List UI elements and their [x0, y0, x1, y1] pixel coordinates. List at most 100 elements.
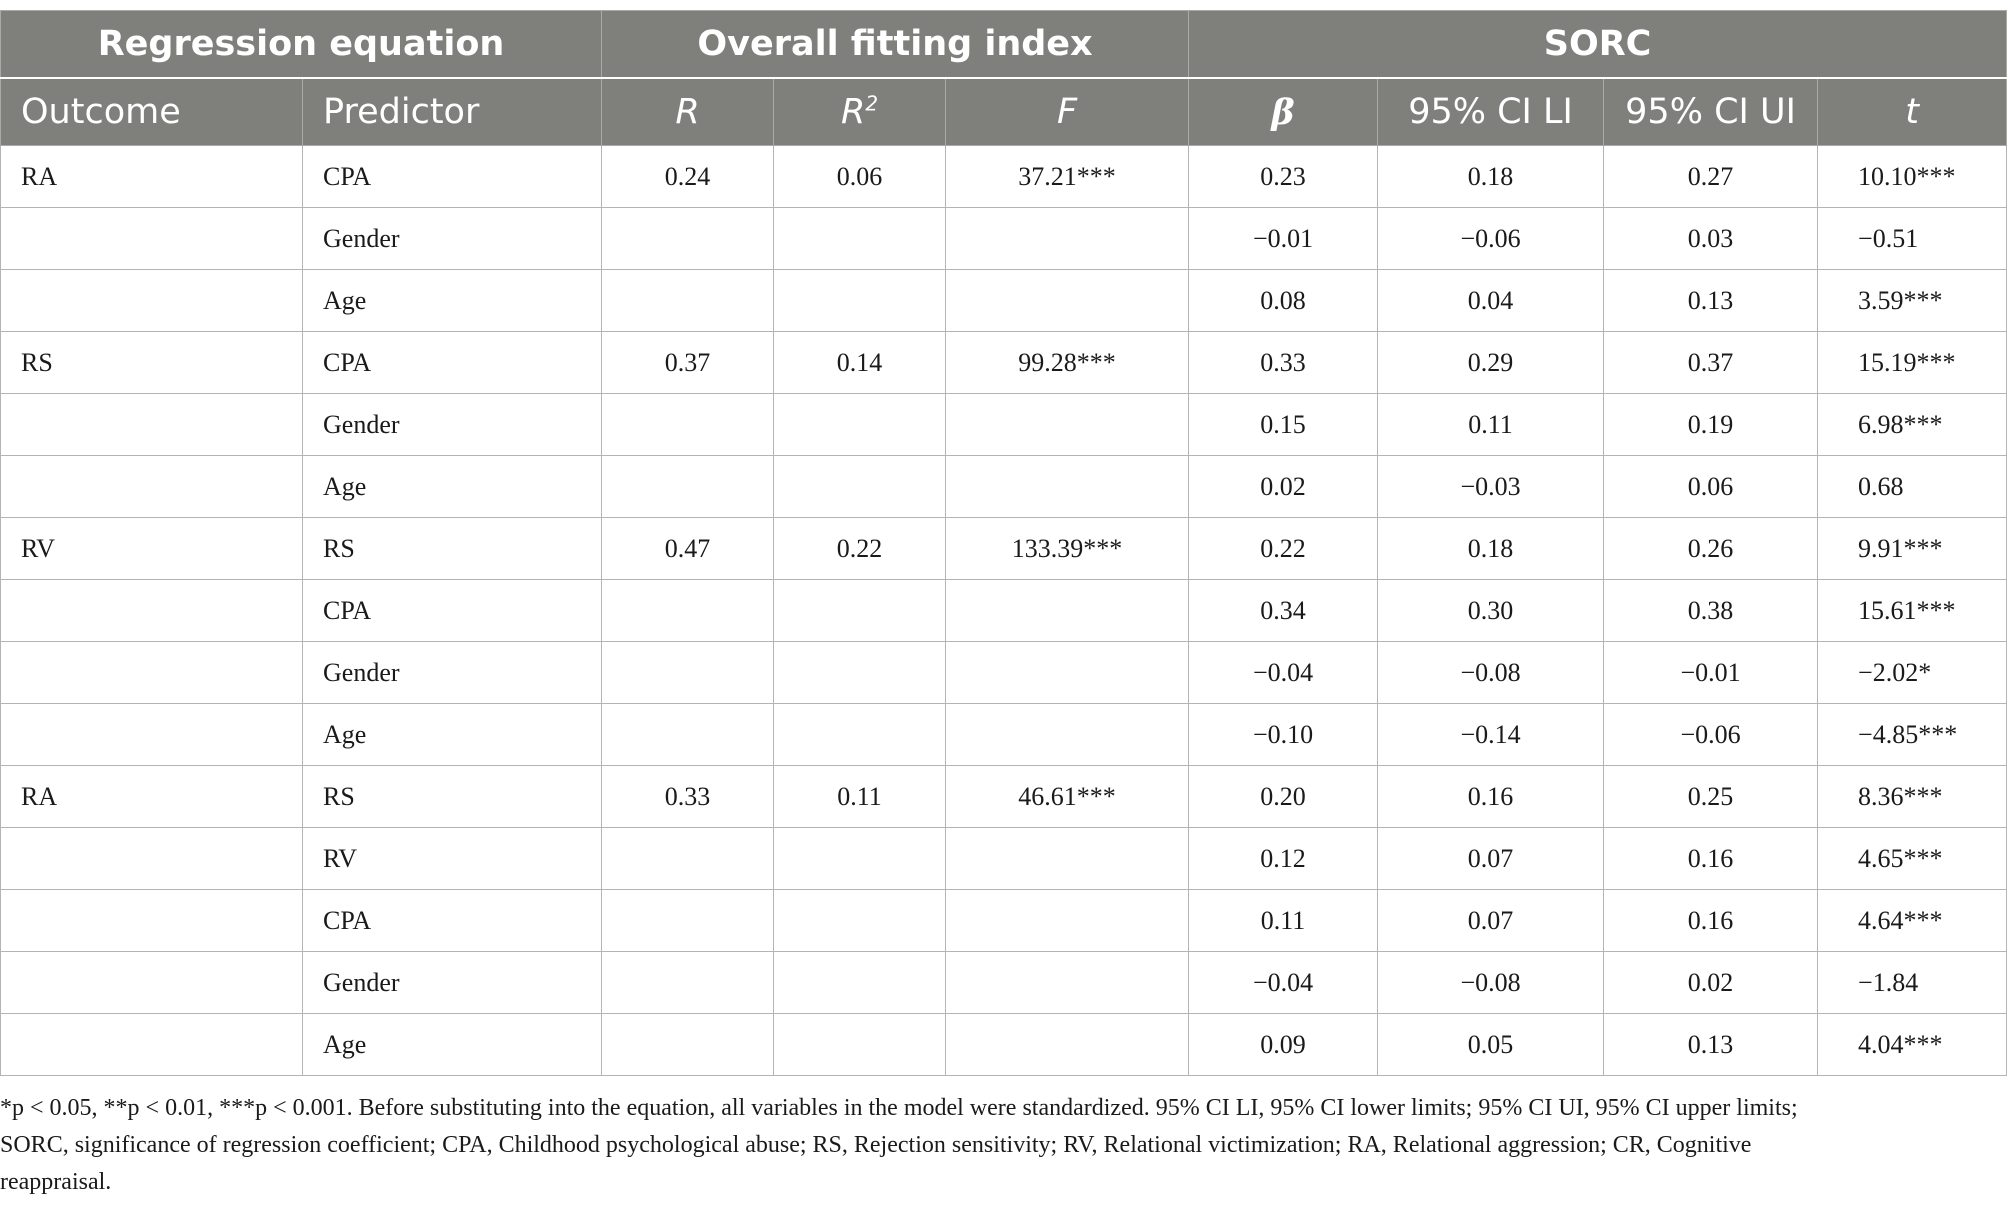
cell-ci-li: −0.08: [1377, 641, 1605, 704]
cell-f: [945, 641, 1190, 704]
cell-r2: 0.14: [773, 331, 947, 394]
cell-ci-ui: 0.37: [1603, 331, 1819, 394]
cell-ci-li: 0.07: [1377, 889, 1605, 952]
cell-outcome: RS: [0, 331, 303, 394]
cell-r2: [773, 827, 947, 890]
cell-ci-ui: 0.06: [1603, 455, 1819, 518]
cell-beta: 0.23: [1188, 145, 1379, 208]
cell-beta: 0.22: [1188, 517, 1379, 580]
cell-t: 3.59***: [1817, 269, 2008, 332]
cell-f: [945, 455, 1190, 518]
cell-r2: [773, 393, 947, 456]
cell-t: 8.36***: [1817, 765, 2008, 828]
cell-outcome: [0, 641, 303, 704]
cell-predictor: RV: [301, 827, 603, 890]
cell-beta: 0.02: [1188, 455, 1379, 518]
cell-predictor: Gender: [301, 207, 603, 270]
cell-predictor: CPA: [301, 889, 603, 952]
cell-f: [945, 207, 1190, 270]
cell-f: [945, 827, 1190, 890]
cell-ci-ui: −0.06: [1603, 703, 1819, 766]
footnote-line-3: reappraisal.: [0, 1169, 112, 1195]
cell-r: [601, 393, 775, 456]
cell-beta: −0.04: [1188, 951, 1379, 1014]
group-header-overall-fitting-index: Overall fitting index: [601, 10, 1190, 79]
cell-f: [945, 703, 1190, 766]
cell-outcome: RV: [0, 517, 303, 580]
cell-t: −0.51: [1817, 207, 2008, 270]
column-header-t: t: [1817, 77, 2008, 146]
cell-beta: 0.11: [1188, 889, 1379, 952]
cell-ci-ui: 0.13: [1603, 269, 1819, 332]
cell-t: 0.68: [1817, 455, 2008, 518]
footnote-line-1: *p < 0.05, **p < 0.01, ***p < 0.001. Bef…: [0, 1095, 1798, 1121]
table-row: Age 0.02 −0.03 0.06 0.68: [0, 455, 2008, 518]
cell-f: 46.61***: [945, 765, 1190, 828]
cell-t: −2.02*: [1817, 641, 2008, 704]
column-header-r: R: [601, 77, 775, 146]
table-row: Age 0.08 0.04 0.13 3.59***: [0, 269, 2008, 332]
cell-r2: [773, 889, 947, 952]
table-row: CPA 0.34 0.30 0.38 15.61***: [0, 579, 2008, 642]
cell-r2: [773, 703, 947, 766]
cell-t: 9.91***: [1817, 517, 2008, 580]
cell-ci-li: 0.04: [1377, 269, 1605, 332]
cell-ci-li: 0.29: [1377, 331, 1605, 394]
column-header-beta: β: [1188, 77, 1379, 146]
cell-beta: 0.15: [1188, 393, 1379, 456]
cell-predictor: Age: [301, 1013, 603, 1076]
cell-beta: 0.09: [1188, 1013, 1379, 1076]
cell-ci-li: 0.07: [1377, 827, 1605, 890]
cell-r: [601, 827, 775, 890]
cell-r2: 0.06: [773, 145, 947, 208]
cell-f: [945, 889, 1190, 952]
cell-beta: −0.01: [1188, 207, 1379, 270]
cell-ci-li: 0.18: [1377, 517, 1605, 580]
cell-f: 37.21***: [945, 145, 1190, 208]
cell-t: 4.64***: [1817, 889, 2008, 952]
cell-t: −1.84: [1817, 951, 2008, 1014]
cell-outcome: [0, 393, 303, 456]
cell-r: 0.33: [601, 765, 775, 828]
cell-predictor: RS: [301, 765, 603, 828]
table-row: RV 0.12 0.07 0.16 4.65***: [0, 827, 2008, 890]
cell-f: [945, 951, 1190, 1014]
cell-beta: −0.10: [1188, 703, 1379, 766]
cell-r: [601, 455, 775, 518]
table-row: RA RS 0.33 0.11 46.61*** 0.20 0.16 0.25 8.36***: [0, 765, 2008, 828]
cell-f: [945, 1013, 1190, 1076]
cell-r2: [773, 269, 947, 332]
cell-ci-li: 0.11: [1377, 393, 1605, 456]
cell-r: [601, 641, 775, 704]
cell-r: 0.24: [601, 145, 775, 208]
cell-predictor: Gender: [301, 951, 603, 1014]
column-header-outcome: Outcome: [0, 77, 303, 146]
cell-ci-ui: −0.01: [1603, 641, 1819, 704]
regression-table-container: Regression equation Overall fitting inde…: [0, 10, 2008, 1076]
footnote-line-2: SORC, significance of regression coeffic…: [0, 1132, 1752, 1158]
cell-outcome: [0, 951, 303, 1014]
cell-t: 15.61***: [1817, 579, 2008, 642]
column-header-r-squared: R2: [773, 77, 947, 146]
table-row: Gender −0.04 −0.08 0.02 −1.84: [0, 951, 2008, 1014]
column-header-row: Outcome Predictor R R2 F β 95% CI LI 95%…: [0, 77, 2008, 146]
cell-ci-ui: 0.16: [1603, 827, 1819, 890]
cell-ci-ui: 0.38: [1603, 579, 1819, 642]
cell-r2: [773, 207, 947, 270]
cell-r: [601, 579, 775, 642]
cell-predictor: CPA: [301, 579, 603, 642]
cell-ci-li: −0.06: [1377, 207, 1605, 270]
cell-beta: 0.34: [1188, 579, 1379, 642]
table-row: RA CPA 0.24 0.06 37.21*** 0.23 0.18 0.27 10.10**…: [0, 145, 2008, 208]
cell-t: 4.65***: [1817, 827, 2008, 890]
cell-t: 10.10***: [1817, 145, 2008, 208]
cell-r2: [773, 951, 947, 1014]
cell-r: 0.37: [601, 331, 775, 394]
cell-ci-li: 0.16: [1377, 765, 1605, 828]
cell-f: [945, 393, 1190, 456]
column-header-f: F: [945, 77, 1190, 146]
table-body: RA CPA 0.24 0.06 37.21*** 0.23 0.18 0.27 10.10**…: [0, 145, 2008, 1076]
cell-outcome: [0, 455, 303, 518]
cell-t: 15.19***: [1817, 331, 2008, 394]
cell-ci-ui: 0.16: [1603, 889, 1819, 952]
